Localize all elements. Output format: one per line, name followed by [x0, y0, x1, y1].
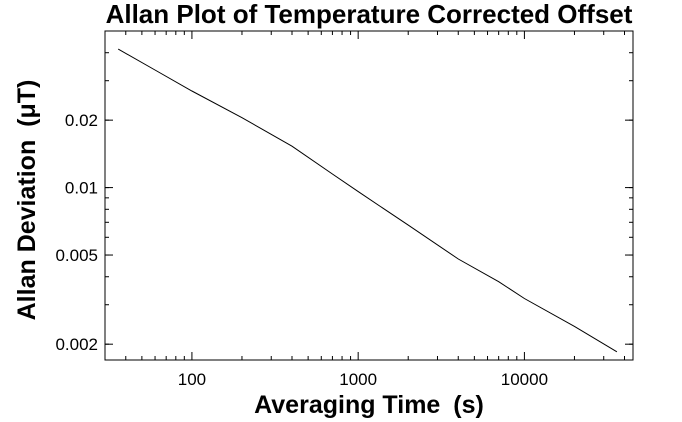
- y-tick-labels: 0.002 0.005 0.01 0.02: [55, 111, 98, 354]
- y-tick-label: 0.02: [65, 111, 98, 130]
- major-ticks: [105, 31, 633, 360]
- x-axis-unit: (s): [453, 391, 484, 419]
- y-axis-title: Allan Deviation (μT): [13, 80, 41, 321]
- chart-title: Allan Plot of Temperature Corrected Offs…: [106, 0, 633, 29]
- x-tick-labels: 100 1000 10000: [178, 370, 548, 389]
- y-tick-label: 0.002: [55, 335, 98, 354]
- minor-ticks: [104, 30, 633, 360]
- allan-deviation-line: [117, 48, 618, 353]
- x-tick-label: 10000: [501, 370, 548, 389]
- x-tick-label: 100: [178, 370, 206, 389]
- plot-frame: [104, 30, 634, 361]
- y-tick-label: 0.01: [65, 179, 98, 198]
- y-tick-label: 0.005: [55, 246, 98, 265]
- x-axis-label: Averaging Time: [254, 391, 440, 419]
- x-tick-label: 1000: [339, 370, 377, 389]
- y-axis-label: Allan Deviation: [13, 140, 41, 321]
- y-axis-unit: (μT): [13, 80, 41, 127]
- x-axis-title: Averaging Time (s): [254, 391, 484, 419]
